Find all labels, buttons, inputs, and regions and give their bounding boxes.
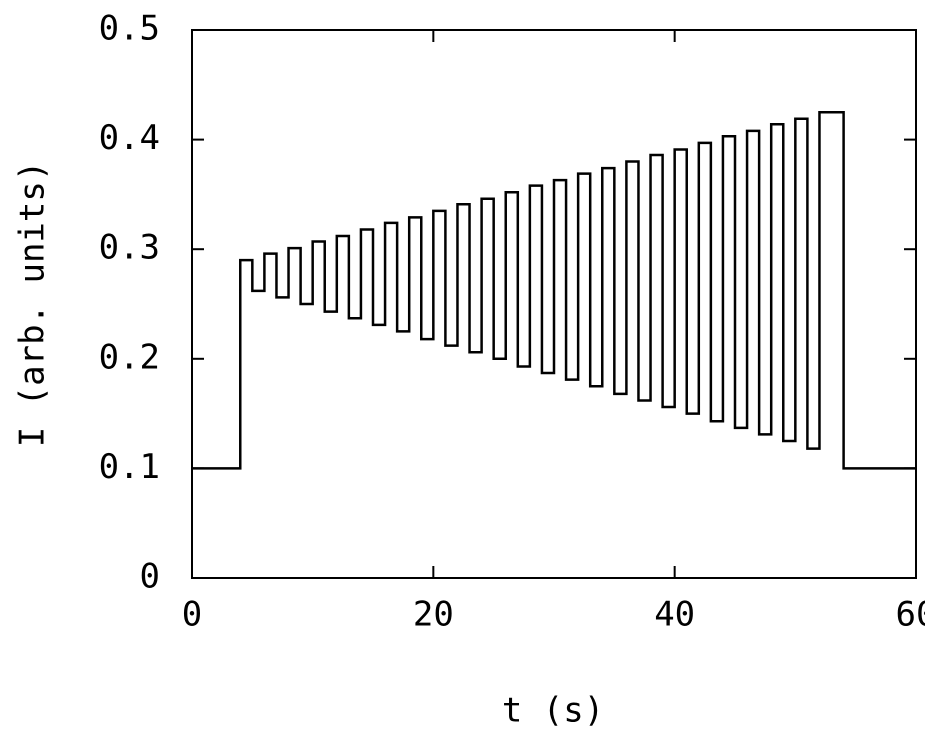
x-tick-label: 0 bbox=[182, 595, 202, 635]
y-tick-label: 0.2 bbox=[99, 337, 160, 377]
y-tick-label: 0.4 bbox=[99, 118, 160, 158]
x-tick-label: 40 bbox=[654, 595, 695, 635]
x-axis-label: t (s) bbox=[502, 691, 604, 731]
y-tick-label: 0 bbox=[140, 557, 160, 597]
y-axis-label: I (arb. units) bbox=[13, 161, 53, 448]
y-tick-label: 0.5 bbox=[99, 9, 160, 49]
y-tick-label: 0.3 bbox=[99, 228, 160, 268]
y-tick-label: 0.1 bbox=[99, 447, 160, 487]
signal-line bbox=[192, 110, 916, 470]
x-tick-label: 60 bbox=[896, 595, 925, 635]
plot-frame bbox=[191, 29, 917, 579]
x-tick-label: 20 bbox=[413, 595, 454, 635]
